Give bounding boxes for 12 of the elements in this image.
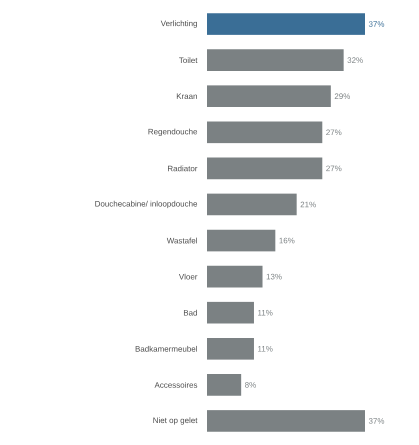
bar [207,13,365,35]
bar [207,266,263,288]
bar [207,302,254,324]
bar [207,338,254,360]
bar [207,49,344,71]
bar [207,230,276,252]
bar [207,194,297,216]
bar [207,121,322,144]
bar [207,374,242,396]
bar [207,410,365,432]
bar [207,85,331,108]
bar [207,158,322,180]
